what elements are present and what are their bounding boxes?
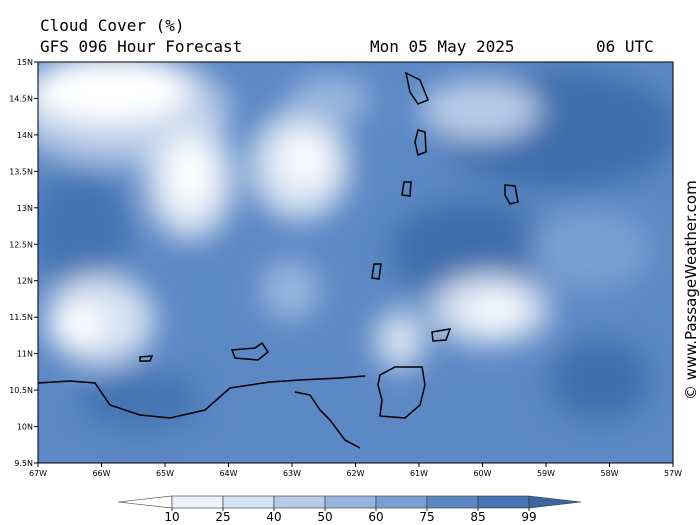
lat-tick-label: 12N [17, 277, 33, 286]
lat-tick-label: 12.5N [9, 240, 33, 249]
lon-tick-label: 61W [410, 469, 428, 478]
colorbar-label: 60 [368, 510, 383, 524]
lon-tick-label: 63W [283, 469, 301, 478]
colorbar-segment [222, 495, 275, 509]
ticks: 15N 14.5N 14N 13.5N 13N 12.5N 12N 11.5N 11N 10.5N… [9, 58, 682, 478]
colorbar: 10 25 40 50 60 75 85 99 [117, 495, 582, 524]
coastlines [38, 71, 519, 449]
lat-tick-label: 10.5N [9, 386, 33, 395]
colorbar-label: 75 [419, 510, 434, 524]
lat-tick-label: 13.5N [9, 167, 33, 176]
colorbar-label: 50 [317, 510, 332, 524]
colorbar-segment [477, 495, 530, 509]
colorbar-segment [171, 495, 224, 509]
colorbar-label: 99 [521, 510, 536, 524]
colorbar-label: 40 [266, 510, 281, 524]
cloud-field [38, 62, 673, 463]
lat-tick-label: 14N [17, 131, 33, 140]
colorbar-segment [273, 495, 326, 509]
lon-tick-label: 65W [156, 469, 174, 478]
colorbar-label: 25 [215, 510, 230, 524]
lat-tick-label: 11N [17, 350, 33, 359]
subtitle: GFS 096 Hour Forecast [40, 37, 242, 56]
time: 06 UTC [596, 37, 654, 56]
colorbar-arrow [117, 495, 173, 509]
lon-tick-label: 58W [600, 469, 618, 478]
colorbar-segment [324, 495, 377, 509]
colorbar-segment [426, 495, 479, 509]
lon-tick-label: 57W [664, 469, 682, 478]
colorbar-segment [375, 495, 428, 509]
colorbar-arrow [528, 495, 582, 509]
date: Mon 05 May 2025 [370, 37, 515, 56]
lon-tick-label: 66W [92, 469, 110, 478]
lon-tick-label: 64W [219, 469, 237, 478]
lon-tick-label: 67W [29, 469, 47, 478]
lat-tick-label: 10N [17, 423, 33, 432]
colorbar-label: 85 [470, 510, 485, 524]
lat-tick-label: 14.5N [9, 94, 33, 103]
lon-tick-label: 62W [346, 469, 364, 478]
lat-tick-label: 13N [17, 204, 33, 213]
lon-tick-label: 60W [473, 469, 491, 478]
lon-tick-label: 59W [537, 469, 555, 478]
colorbar-label: 10 [164, 510, 179, 524]
lat-tick-label: 9.5N [14, 459, 33, 468]
title: Cloud Cover (%) [40, 16, 185, 35]
lat-tick-label: 15N [17, 58, 33, 67]
lat-tick-label: 11.5N [9, 313, 33, 322]
credit: © www.PassageWeather.com [682, 180, 700, 400]
